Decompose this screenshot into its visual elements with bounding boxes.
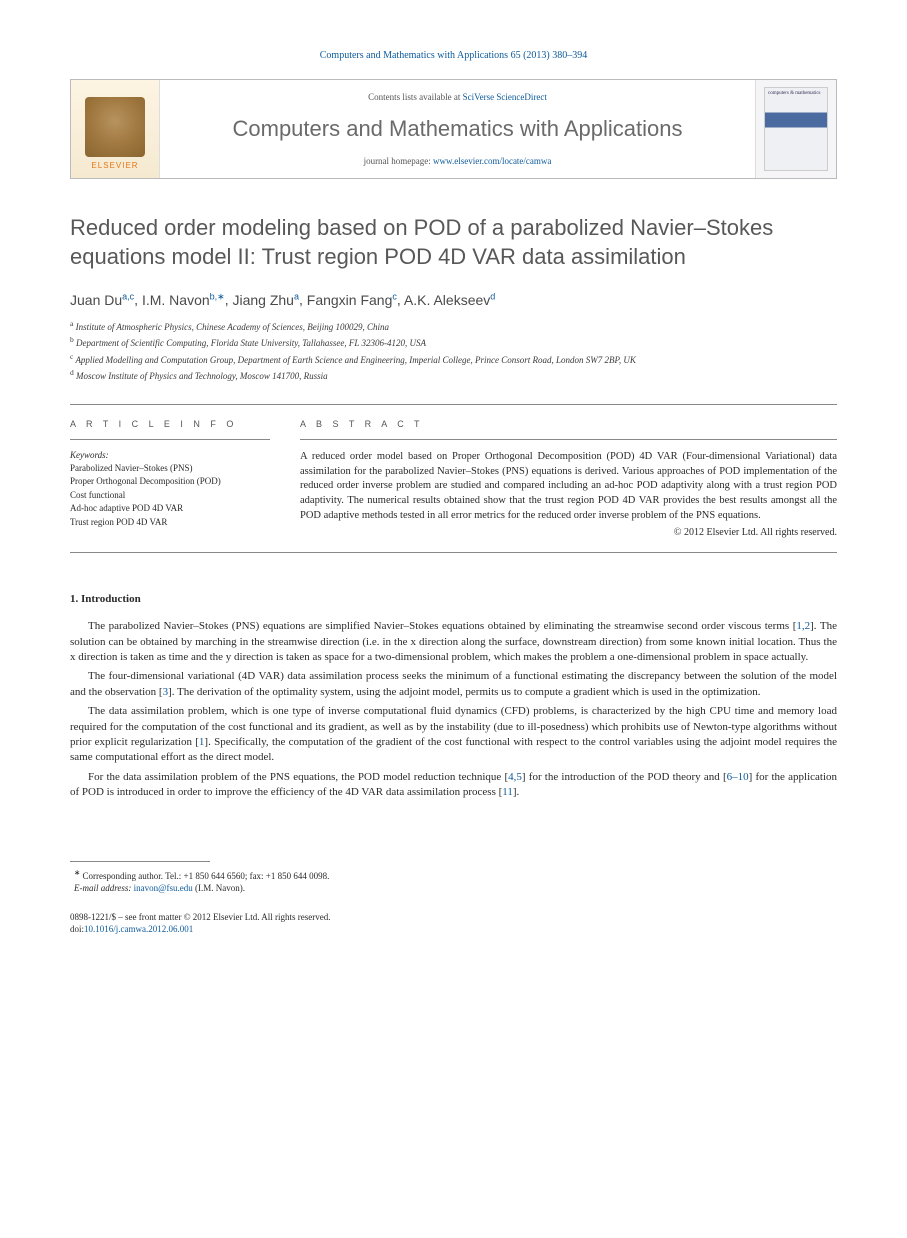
author[interactable]: Juan Dua,c [70,292,134,308]
abstract-column: A B S T R A C T A reduced order model ba… [300,405,837,538]
sciencedirect-link[interactable]: SciVerse ScienceDirect [463,92,547,102]
footer-block: 0898-1221/$ – see front matter © 2012 El… [70,911,837,936]
body-paragraph: The data assimilation problem, which is … [70,704,837,766]
keyword: Parabolized Navier–Stokes (PNS) [70,462,270,476]
footer-doi: doi:10.1016/j.camwa.2012.06.001 [70,923,837,936]
abstract-divider [300,439,837,440]
info-abstract-row: A R T I C L E I N F O Keywords: Paraboli… [70,405,837,538]
info-divider [70,439,270,440]
footnote-separator [70,861,210,862]
author[interactable]: Fangxin Fangc [307,292,397,308]
author[interactable]: A.K. Alekseevd [404,292,495,308]
corresponding-author-footnote: ∗ Corresponding author. Tel.: +1 850 644… [70,868,837,883]
contents-prefix: Contents lists available at [368,92,462,102]
article-title: Reduced order modeling based on POD of a… [70,214,837,271]
affiliation: a Institute of Atmospheric Physics, Chin… [70,318,837,335]
affiliation: c Applied Modelling and Computation Grou… [70,351,837,368]
abstract-label: A B S T R A C T [300,419,837,429]
header-citation: Computers and Mathematics with Applicati… [70,50,837,61]
elsevier-tree-icon [85,97,145,157]
journal-banner: ELSEVIER Contents lists available at Sci… [70,79,837,179]
abstract-text: A reduced order model based on Proper Or… [300,450,837,523]
body-paragraph: The parabolized Navier–Stokes (PNS) equa… [70,619,837,665]
homepage-line: journal homepage: www.elsevier.com/locat… [170,156,745,166]
cover-thumbnail-block: computers & mathematics [755,80,836,178]
homepage-prefix: journal homepage: [364,156,433,166]
keyword: Proper Orthogonal Decomposition (POD) [70,475,270,489]
cover-thumb-icon: computers & mathematics [764,87,828,171]
homepage-link[interactable]: www.elsevier.com/locate/camwa [433,156,551,166]
section-heading-intro: 1. Introduction [70,593,837,605]
page-container: Computers and Mathematics with Applicati… [0,0,907,976]
mid-divider [70,552,837,553]
banner-mid: Contents lists available at SciVerse Sci… [160,80,755,178]
abstract-copyright: © 2012 Elsevier Ltd. All rights reserved… [300,527,837,538]
keywords-label: Keywords: [70,450,270,460]
footer-copyright: 0898-1221/$ – see front matter © 2012 El… [70,911,837,924]
body-paragraph: For the data assimilation problem of the… [70,770,837,801]
contents-line: Contents lists available at SciVerse Sci… [170,92,745,102]
author-list: Juan Dua,c, I.M. Navonb,∗, Jiang Zhua, F… [70,291,837,308]
author[interactable]: Jiang Zhua [232,292,299,308]
affiliation-list: a Institute of Atmospheric Physics, Chin… [70,318,837,384]
author[interactable]: I.M. Navonb,∗ [142,292,225,308]
body-paragraph: The four-dimensional variational (4D VAR… [70,669,837,700]
keyword: Cost functional [70,489,270,503]
article-info-label: A R T I C L E I N F O [70,419,270,429]
affiliation: d Moscow Institute of Physics and Techno… [70,367,837,384]
email-footnote: E-mail address: inavon@fsu.edu (I.M. Nav… [70,882,837,895]
article-info-column: A R T I C L E I N F O Keywords: Paraboli… [70,405,270,538]
doi-link[interactable]: 10.1016/j.camwa.2012.06.001 [84,924,193,934]
journal-title: Computers and Mathematics with Applicati… [170,116,745,142]
keyword: Trust region POD 4D VAR [70,516,270,530]
affiliation: b Department of Scientific Computing, Fl… [70,334,837,351]
keyword: Ad-hoc adaptive POD 4D VAR [70,502,270,516]
publisher-logo-block: ELSEVIER [71,80,160,178]
email-link[interactable]: inavon@fsu.edu [134,883,193,893]
publisher-label: ELSEVIER [91,161,138,170]
